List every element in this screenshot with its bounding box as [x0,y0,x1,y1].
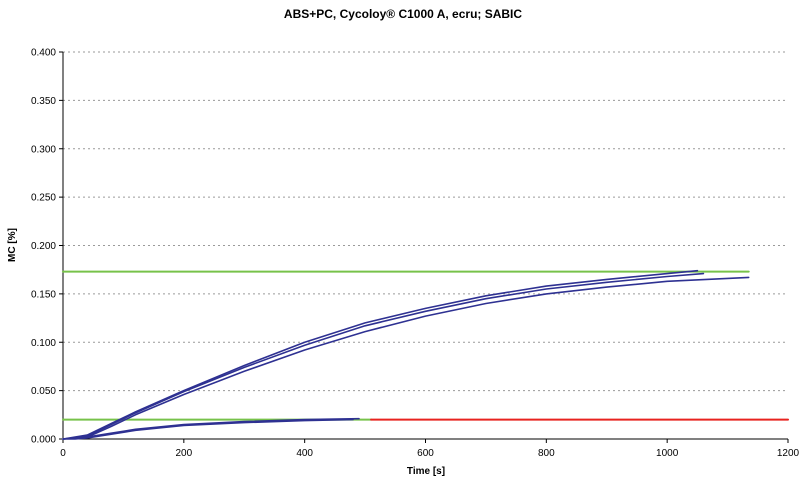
y-tick-label: 0.250 [31,193,56,204]
y-tick-label: 0.000 [31,435,56,446]
y-tick-label: 0.050 [31,386,56,397]
x-tick-label: 1200 [777,448,800,459]
y-tick-label: 0.300 [31,144,56,155]
grid-layer [63,51,788,392]
series-line-measured [62,272,705,440]
y-tick-label: 0.350 [31,96,56,107]
y-axis-label: MC [%] [7,228,18,262]
series-line-measured [62,418,354,440]
y-tick-label: 0.150 [31,289,56,300]
series-line-measured [62,269,699,440]
x-tick-label: 200 [175,448,192,459]
series-layer [62,269,789,440]
x-tick-label: 600 [417,448,434,459]
series-line-measured [62,417,360,440]
chart-title: ABS+PC, Cycoloy® C1000 A, ecru; SABIC [284,7,522,21]
x-tick-label: 400 [296,448,313,459]
y-tick-label: 0.100 [31,338,56,349]
x-tick-label: 1000 [656,448,679,459]
series-line-measured [62,276,750,440]
x-tick-label: 800 [538,448,555,459]
x-tick-label: 0 [60,448,66,459]
y-tick-label: 0.400 [31,48,56,59]
y-tick-label: 0.200 [31,241,56,252]
x-axis-label: Time [s] [407,466,445,477]
tick-layer: 0.000 0.050 0.100 0.150 0.200 0.250 0.300 0.350… [31,48,800,460]
